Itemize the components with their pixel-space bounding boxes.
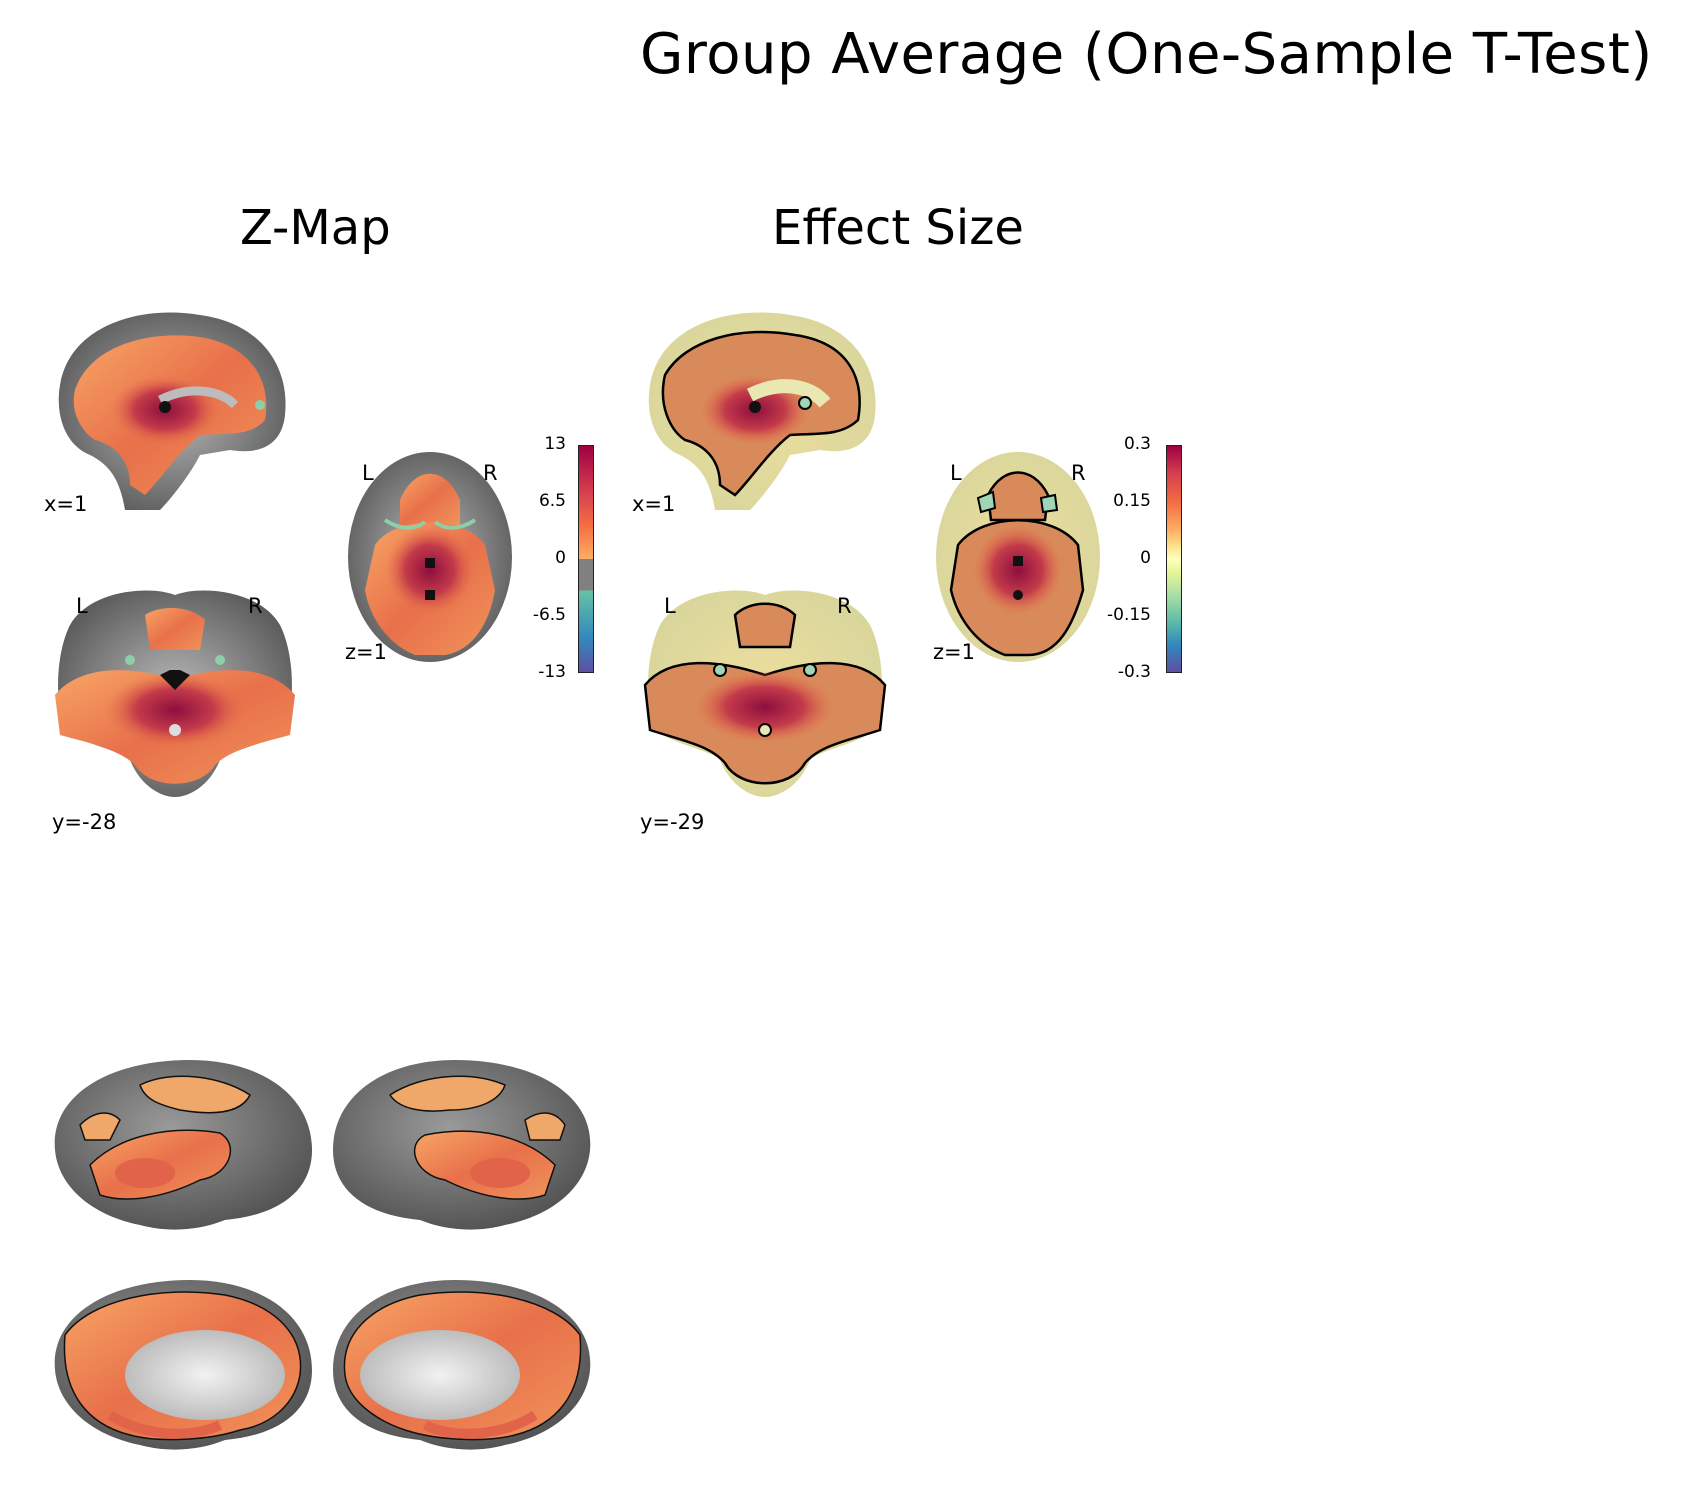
effect-axial-left-marker: L [950, 461, 962, 485]
zmap-colorbar [578, 445, 594, 673]
effect-sagittal-coord: x=1 [632, 492, 676, 516]
effect-coronal-right-marker: R [837, 594, 852, 618]
zmap-axial-right-marker: R [483, 461, 498, 485]
surface-lateral-right [333, 1060, 591, 1230]
zmap-colorbar-tick: 0 [555, 548, 566, 568]
zmap-colorbar-tick: 6.5 [538, 491, 566, 511]
effect-colorbar-tick: 0 [1140, 548, 1151, 568]
zmap-axial-slice [348, 452, 512, 662]
effect-size-title: Effect Size [772, 200, 1024, 256]
effect-colorbar-tick: -0.15 [1107, 605, 1151, 625]
zmap-colorbar-tick: 13 [544, 434, 566, 454]
surface-medial-right [333, 1280, 591, 1450]
effect-colorbar [1166, 445, 1182, 673]
surface-lateral-left [54, 1060, 313, 1230]
surface-medial-left [54, 1280, 313, 1450]
effect-colorbar-tick: -0.3 [1117, 662, 1151, 682]
zmap-sagittal-coord: x=1 [44, 492, 88, 516]
zmap-colorbar-tick: -13 [538, 662, 566, 682]
effect-axial-slice [936, 452, 1100, 662]
zmap-coronal-left-marker: L [76, 594, 88, 618]
zmap-axial-left-marker: L [362, 461, 374, 485]
effect-coronal-coord: y=-29 [640, 810, 705, 834]
effect-sagittal-slice [648, 312, 876, 510]
figure-title: Group Average (One-Sample T-Test) [640, 22, 1653, 87]
effect-colorbar-tick: 0.15 [1113, 491, 1151, 511]
effect-colorbar-tick: 0.3 [1123, 434, 1151, 454]
effect-axial-right-marker: R [1071, 461, 1086, 485]
zmap-coronal-coord: y=-28 [52, 810, 117, 834]
zmap-sagittal-slice [58, 312, 286, 510]
zmap-axial-coord: z=1 [345, 640, 387, 664]
zmap-colorbar-tick: -6.5 [532, 605, 566, 625]
effect-coronal-slice [643, 590, 887, 797]
zmap-coronal-right-marker: R [248, 594, 263, 618]
zmap-title: Z-Map [240, 200, 391, 256]
effect-coronal-left-marker: L [664, 594, 676, 618]
zmap-coronal-slice [55, 590, 295, 797]
effect-axial-coord: z=1 [933, 640, 975, 664]
